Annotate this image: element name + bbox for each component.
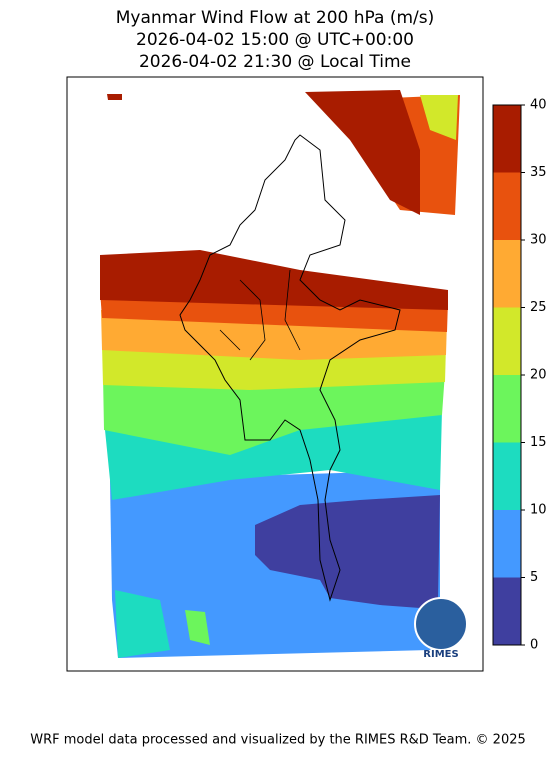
footer: WRF model data processed and visualized … (30, 733, 526, 748)
title-line: 2026-04-02 21:30 @ Local Time (139, 52, 411, 72)
logo-text: RIMES (423, 649, 458, 660)
title-line: Myanmar Wind Flow at 200 hPa (m/s) (116, 8, 434, 28)
colorbar-tick-label: 10 (530, 503, 547, 518)
colorbar-segment (493, 105, 521, 173)
state-boundaries (219, 269, 301, 361)
colorbar-segment (493, 172, 521, 240)
colorbar-tick-label: 15 (530, 435, 547, 450)
wind-region (103, 372, 445, 455)
colorbar-segment (493, 442, 521, 510)
wind-region (305, 90, 420, 215)
colorbar-tick-label: 0 (530, 638, 538, 653)
colorbar-segment (493, 510, 521, 578)
colorbar-tick-label: 30 (530, 233, 547, 248)
colorbar-tick-label: 25 (530, 300, 547, 315)
map: RIMES (66, 76, 484, 672)
colorbar-tick-label: 40 (530, 98, 547, 113)
logo: RIMES (414, 597, 468, 660)
wind-region (115, 590, 170, 658)
colorbar-segment (493, 577, 521, 645)
colorbar-segment (493, 307, 521, 375)
country-outline (179, 134, 401, 602)
wind-region (107, 94, 122, 100)
wind-region (255, 495, 440, 608)
colorbar-tick-label: 20 (530, 368, 547, 383)
colorbar-tick-label: 35 (530, 165, 547, 180)
colorbar-tick-label: 5 (530, 570, 538, 585)
wind-region (420, 95, 458, 140)
wind-region (100, 250, 448, 310)
colorbar: 0 5 10 15 20 25 30 35 40 (492, 98, 547, 653)
wind-region (185, 610, 210, 645)
colorbar-segment (493, 375, 521, 443)
title-line: 2026-04-02 15:00 @ UTC+00:00 (136, 30, 414, 50)
colorbar-segment (493, 240, 521, 308)
